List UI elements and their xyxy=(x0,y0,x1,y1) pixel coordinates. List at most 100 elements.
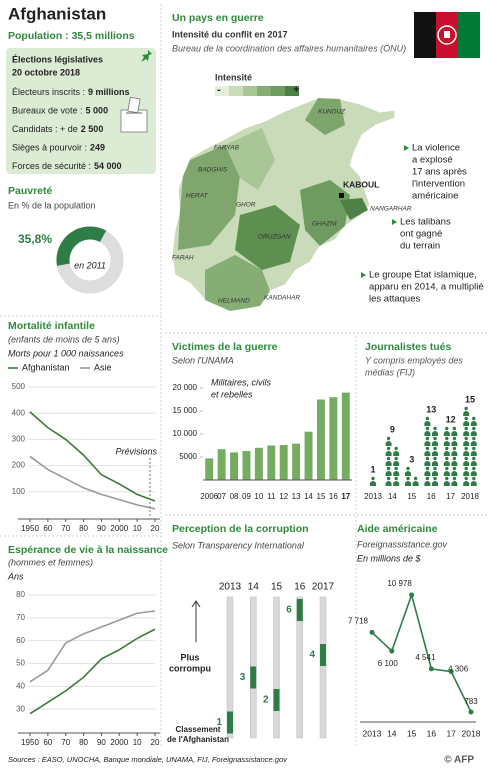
chart-subtitle: médias (FIJ) xyxy=(365,367,415,377)
series-line xyxy=(371,592,472,713)
value-label: 13 xyxy=(426,404,436,414)
icon-head xyxy=(394,456,398,461)
icon-body xyxy=(432,451,438,456)
icon-body xyxy=(412,481,419,486)
icon-head xyxy=(394,466,398,471)
icon-head xyxy=(386,476,391,481)
flag xyxy=(414,12,480,58)
axis-label: Ans xyxy=(7,571,24,581)
rank-label: 6 xyxy=(286,605,292,616)
y-tick-label: 5000 xyxy=(179,452,197,461)
y-tick-label: 10 000 xyxy=(173,429,198,438)
icon-head xyxy=(433,476,437,481)
icon-head xyxy=(464,476,468,481)
map-note: ont gagné xyxy=(400,229,442,240)
annotation: Plus xyxy=(180,652,199,662)
x-tick-label: 1950 xyxy=(21,738,39,747)
x-tick-label: 60 xyxy=(43,524,52,533)
x-tick-label: 10 xyxy=(133,524,142,533)
icon-head xyxy=(452,426,457,431)
bar xyxy=(254,447,263,480)
icon-body xyxy=(424,441,431,446)
icon-head xyxy=(433,426,437,431)
icon-head xyxy=(406,466,410,471)
icon-body xyxy=(385,471,392,476)
icon-body xyxy=(405,471,411,476)
map xyxy=(171,97,396,312)
map-note: Le groupe État islamique, xyxy=(369,270,477,281)
map-note: apparu en 2014, a multiplié xyxy=(369,282,484,293)
x-tick-label: 14 xyxy=(304,492,313,501)
icon-body xyxy=(385,481,392,486)
value-label: 6 100 xyxy=(378,659,399,668)
icon-head xyxy=(386,456,391,461)
x-tick-label: 15 xyxy=(271,582,283,593)
icon-body xyxy=(443,431,450,436)
icon-head xyxy=(472,476,476,481)
chart-title: Journalistes tués xyxy=(365,341,452,353)
icon-head xyxy=(464,426,468,431)
icon-body xyxy=(385,461,392,466)
x-tick-label: 16 xyxy=(427,728,437,738)
rank-track xyxy=(319,596,327,739)
y-tick-label: 80 xyxy=(16,590,25,599)
bar xyxy=(329,397,338,480)
x-tick-label: 1950 xyxy=(21,524,39,533)
icon-head xyxy=(433,446,437,451)
icon-head xyxy=(425,416,430,421)
bar xyxy=(242,451,251,480)
icon-body xyxy=(463,431,470,436)
value-label: 35,8% xyxy=(18,232,52,246)
bar xyxy=(292,443,301,480)
province-label: ORUZGAN xyxy=(258,234,291,241)
chart-title: Perception de la corruption xyxy=(172,523,309,535)
bar xyxy=(230,452,239,480)
icon-body xyxy=(470,461,477,466)
icon-head xyxy=(445,446,449,451)
y-tick-label: 50 xyxy=(16,659,25,668)
icon-body xyxy=(424,471,431,476)
icon-body xyxy=(451,471,458,476)
rank-label: 2 xyxy=(263,695,269,706)
y-tick-label: 40 xyxy=(16,681,25,690)
point xyxy=(428,666,434,672)
icon-head xyxy=(433,436,437,441)
map-subtitle: Intensité du conflit en 2017 xyxy=(172,29,288,39)
chart-subtitle: Selon Transparency International xyxy=(172,540,305,550)
donut-slice xyxy=(56,226,107,266)
x-tick-label: 17 xyxy=(341,492,350,501)
bar xyxy=(267,445,276,480)
chart-title: Espérance de vie à la naissance xyxy=(8,544,168,556)
chart-title: Mortalité infantile xyxy=(8,320,95,332)
province-label: FARAH xyxy=(172,255,194,262)
icon-column xyxy=(463,406,477,486)
y-tick-label: 500 xyxy=(12,382,26,391)
election-item: Bureaux de vote :5 000 xyxy=(12,106,108,116)
election-item: Forces de sécurité :54 000 xyxy=(12,161,122,171)
icon-head xyxy=(445,466,449,471)
icon-body xyxy=(432,431,438,436)
elections-box xyxy=(6,48,156,174)
x-tick-label: 17 xyxy=(446,492,455,501)
icon-head xyxy=(386,466,391,471)
series-line xyxy=(29,610,156,683)
item-label: Bureaux de vote : xyxy=(12,106,83,116)
icon-head xyxy=(472,466,476,471)
x-tick-label: 60 xyxy=(43,738,52,747)
point xyxy=(448,669,454,675)
x-tick-label: 2018 xyxy=(462,728,481,738)
province-label: GHOR xyxy=(236,202,256,209)
election-item: Candidats : + de 2 500 xyxy=(12,124,103,134)
annotation: Militaires, civils xyxy=(211,377,272,387)
icon-body xyxy=(432,461,438,466)
chart-subtitle: Selon l'UNAMA xyxy=(172,355,234,365)
elections-date: 20 octobre 2018 xyxy=(12,67,80,77)
rank-mark xyxy=(296,599,303,621)
rank-mark xyxy=(320,644,326,666)
page-title: Afghanistan xyxy=(8,4,106,23)
icon-body xyxy=(443,471,450,476)
y-tick-label: 20 000 xyxy=(173,383,198,392)
x-tick-label: 70 xyxy=(61,524,70,533)
annotation: et rebelles xyxy=(211,389,253,399)
rank-label: 4 xyxy=(309,650,315,661)
